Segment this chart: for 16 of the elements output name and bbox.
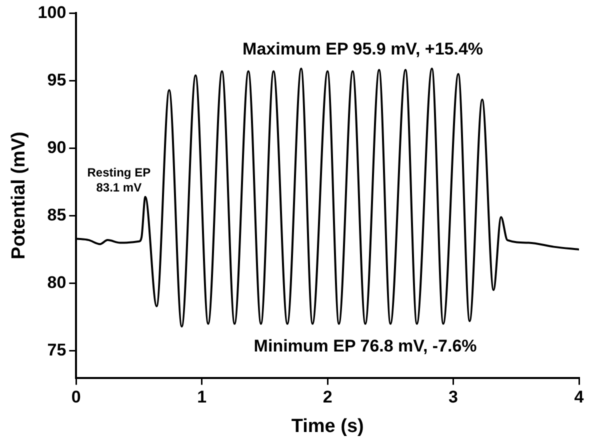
annotation: Maximum EP 95.9 mV, +15.4% xyxy=(242,39,484,58)
annotation: Resting EP 83.1 mV xyxy=(87,166,151,195)
y-tick-label: 100 xyxy=(38,2,66,22)
x-tick-label: 3 xyxy=(448,388,458,407)
x-tick-label: 4 xyxy=(574,388,584,407)
y-axis-title: Potential (mV) xyxy=(8,132,30,260)
x-tick-label: 1 xyxy=(197,388,207,407)
y-tick-label: 85 xyxy=(47,205,66,224)
x-tick-label: 0 xyxy=(71,388,81,407)
x-axis-title: Time (s) xyxy=(291,416,364,437)
y-tick-label: 75 xyxy=(47,340,66,360)
y-tick-label: 90 xyxy=(47,138,66,157)
x-tick-label: 2 xyxy=(322,388,332,407)
y-tick-label: 80 xyxy=(47,272,66,292)
y-tick-label: 95 xyxy=(47,70,66,90)
annotation: Minimum EP 76.8 mV, -7.6% xyxy=(254,336,477,356)
